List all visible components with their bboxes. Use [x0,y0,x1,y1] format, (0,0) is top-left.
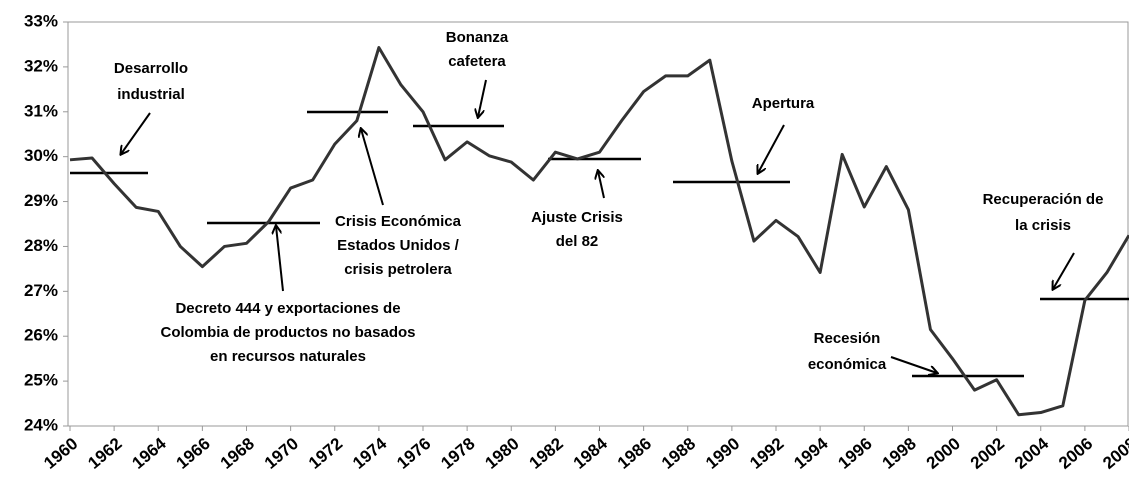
y-tick-label: 25% [24,371,58,390]
y-tick-label: 29% [24,191,58,210]
x-tick-label: 1982 [526,434,567,473]
arrow [1053,252,1075,289]
annotation: Desarrollo [114,60,188,77]
plot-frame [67,21,1129,427]
x-tick-label: 1994 [790,434,832,473]
x-tick-label: 1960 [40,434,81,473]
annotation: la crisis [1015,217,1071,234]
x-tick-label: 2002 [967,434,1008,473]
annotation: Colombia de productos no basados [160,324,415,341]
annotation: Bonanza [446,29,509,46]
annotation: Recuperación de [983,191,1104,208]
annotation: Ajuste Crisis [531,209,623,226]
arrow [890,356,937,373]
x-tick-label: 1996 [835,434,876,473]
x-tick-label: 1992 [746,434,787,473]
y-tick-label: 26% [24,326,58,345]
x-tick-label: 1970 [261,434,302,473]
x-tick-label: 2004 [1011,434,1053,473]
annotation-marks [70,79,1129,378]
x-tick-label: 1988 [658,434,699,473]
x-tick-label: 1990 [702,434,743,473]
x-tick-label: 2000 [923,434,964,473]
x-tick-label: 1976 [393,434,434,473]
series-line [69,46,1129,417]
x-tick-label: 2008 [1099,434,1129,473]
x-tick-label: 1998 [879,434,920,473]
arrow [598,171,605,199]
x-tick-label: 1966 [173,434,214,473]
x-tick-label: 1980 [482,434,523,473]
y-tick-label: 28% [24,236,58,255]
y-tick-label: 32% [24,56,58,75]
annotation: industrial [117,86,185,103]
y-tick-label: 27% [24,281,58,300]
annotation: del 82 [556,233,599,250]
annotation: Apertura [752,95,815,112]
annotation: cafetera [448,53,506,70]
y-tick-label: 30% [24,146,58,165]
annotation: crisis petrolera [344,261,452,278]
arrow [361,129,384,206]
annotation: Crisis Económica [335,213,462,230]
annotation: en recursos naturales [210,348,366,365]
x-tick-label: 1962 [84,434,125,473]
annotation: Estados Unidos / [337,237,460,254]
arrow [758,124,785,173]
annotation: económica [808,356,887,373]
arrow [121,112,151,154]
x-tick-label: 1984 [570,434,612,473]
y-tick-label: 24% [24,415,58,434]
y-tick-label: 31% [24,101,58,120]
x-tick-label: 1986 [614,434,655,473]
x-tick-label: 1978 [437,434,478,473]
annotation: Recesión [814,330,881,347]
x-tick-label: 1964 [129,434,171,473]
x-tick-label: 1972 [305,434,346,473]
x-tick-label: 1974 [349,434,391,473]
x-tick-label: 2006 [1055,434,1096,473]
annotation: Decreto 444 y exportaciones de [175,300,400,317]
arrow [478,79,487,117]
arrow [276,226,284,292]
y-tick-label: 33% [24,11,58,30]
x-tick-label: 1968 [217,434,258,473]
